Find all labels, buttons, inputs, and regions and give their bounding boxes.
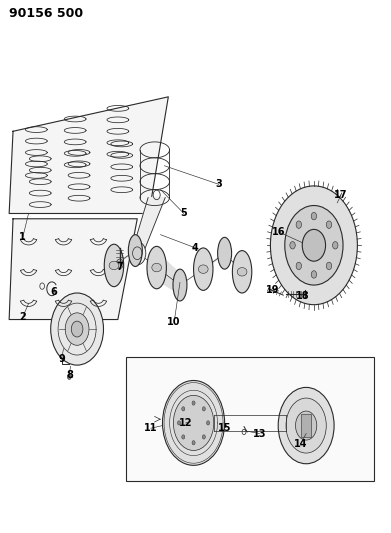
- Ellipse shape: [237, 268, 247, 276]
- Circle shape: [202, 407, 205, 411]
- Circle shape: [326, 262, 332, 270]
- Circle shape: [311, 213, 317, 220]
- Text: 18: 18: [296, 290, 309, 301]
- Circle shape: [311, 271, 317, 278]
- Circle shape: [178, 421, 181, 425]
- Circle shape: [202, 435, 205, 439]
- Circle shape: [71, 321, 83, 337]
- Circle shape: [206, 421, 210, 425]
- Text: 12: 12: [179, 418, 192, 428]
- Text: 10: 10: [167, 317, 181, 327]
- Text: 1: 1: [20, 232, 26, 243]
- Polygon shape: [147, 261, 187, 290]
- Circle shape: [285, 206, 343, 285]
- Circle shape: [286, 398, 326, 453]
- Bar: [126, 357, 374, 481]
- Polygon shape: [9, 219, 137, 319]
- Text: 4: 4: [192, 243, 199, 253]
- Polygon shape: [131, 198, 165, 253]
- Circle shape: [67, 374, 71, 379]
- Circle shape: [326, 221, 332, 228]
- Circle shape: [296, 411, 317, 440]
- Circle shape: [290, 241, 295, 249]
- Text: 2: 2: [20, 312, 26, 322]
- Text: 5: 5: [181, 208, 187, 219]
- Ellipse shape: [109, 261, 119, 270]
- Text: 19: 19: [266, 285, 280, 295]
- Text: 8: 8: [66, 370, 73, 380]
- Circle shape: [278, 387, 334, 464]
- Circle shape: [173, 395, 214, 450]
- Ellipse shape: [198, 265, 208, 273]
- Circle shape: [271, 186, 357, 305]
- Ellipse shape: [128, 235, 142, 266]
- Text: 6: 6: [50, 287, 57, 297]
- Circle shape: [192, 441, 195, 445]
- Text: 7: 7: [117, 262, 123, 271]
- Text: 15: 15: [218, 423, 231, 433]
- Circle shape: [65, 313, 89, 345]
- Ellipse shape: [104, 244, 124, 287]
- Text: 13: 13: [253, 429, 266, 439]
- Circle shape: [302, 229, 326, 261]
- Circle shape: [182, 435, 185, 439]
- Text: 14: 14: [294, 439, 307, 449]
- Polygon shape: [104, 246, 142, 272]
- Ellipse shape: [232, 251, 252, 293]
- Circle shape: [332, 241, 338, 249]
- Ellipse shape: [218, 237, 231, 269]
- Text: 16: 16: [272, 227, 286, 237]
- Circle shape: [129, 241, 146, 265]
- Ellipse shape: [194, 248, 213, 290]
- Polygon shape: [9, 97, 168, 214]
- Circle shape: [51, 293, 104, 365]
- Bar: [301, 414, 311, 437]
- Circle shape: [182, 407, 185, 411]
- Text: 9: 9: [58, 354, 65, 364]
- Circle shape: [296, 262, 301, 270]
- Text: 3: 3: [215, 179, 222, 189]
- Polygon shape: [112, 256, 116, 277]
- Ellipse shape: [147, 246, 167, 289]
- Text: 90156 500: 90156 500: [9, 7, 83, 20]
- Circle shape: [163, 381, 224, 465]
- Circle shape: [192, 401, 195, 405]
- Circle shape: [296, 221, 301, 228]
- Text: 11: 11: [144, 423, 158, 433]
- Text: 17: 17: [334, 190, 348, 200]
- Ellipse shape: [152, 263, 161, 272]
- Polygon shape: [194, 248, 231, 276]
- Ellipse shape: [173, 269, 187, 301]
